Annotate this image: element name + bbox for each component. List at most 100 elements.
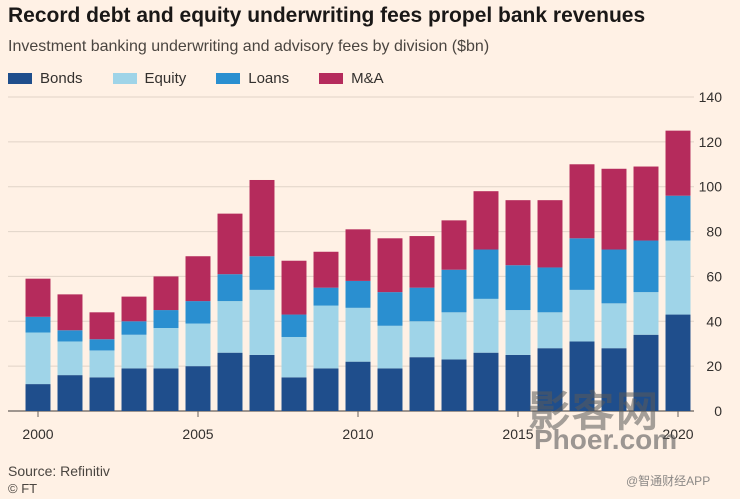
- bar-bonds-2001: [57, 375, 83, 411]
- bar-ma-2000: [25, 278, 51, 317]
- bar-ma-2017: [569, 164, 595, 239]
- bar-loans-2007: [249, 256, 275, 290]
- bar-ma-2007: [249, 179, 275, 257]
- watermark-logo: 影客网: [528, 388, 661, 435]
- bar-bonds-2011: [377, 368, 403, 411]
- x-tick-label-2005: 2005: [182, 426, 213, 442]
- bar-loans-2011: [377, 292, 403, 326]
- bar-equity-2013: [441, 312, 467, 360]
- bar-bonds-2004: [153, 368, 179, 411]
- bar-bonds-2009: [313, 368, 339, 411]
- bar-ma-2020: [665, 130, 691, 196]
- bar-bonds-2020: [665, 314, 691, 411]
- bar-ma-2015: [505, 200, 531, 266]
- legend-item-equity: Equity: [112, 70, 186, 87]
- bar-equity-2009: [313, 305, 339, 369]
- bar-loans-2012: [409, 287, 435, 322]
- watermark-app: @智通财经APP: [626, 474, 711, 488]
- y-tick-label-120: 120: [699, 134, 723, 150]
- y-tick-label-100: 100: [699, 179, 723, 195]
- bar-ma-2001: [57, 294, 83, 331]
- bar-bonds-2014: [473, 352, 499, 411]
- bar-bonds-2016: [537, 348, 563, 411]
- bar-equity-2008: [281, 336, 307, 378]
- x-tick-label-2000: 2000: [22, 426, 53, 442]
- bar-loans-2009: [313, 287, 339, 306]
- y-tick-label-0: 0: [714, 403, 722, 419]
- bar-equity-2016: [537, 312, 563, 349]
- bar-equity-2007: [249, 289, 275, 355]
- bar-bonds-2010: [345, 361, 371, 411]
- bar-bonds-2015: [505, 354, 531, 411]
- bar-equity-2015: [505, 310, 531, 355]
- bar-loans-2020: [665, 195, 691, 241]
- bar-equity-2004: [153, 328, 179, 369]
- chart-subtitle: Investment banking underwriting and advi…: [8, 38, 490, 55]
- bar-ma-2016: [537, 200, 563, 268]
- bar-bonds-2005: [185, 366, 211, 411]
- bar-bonds-2018: [601, 348, 627, 411]
- bar-ma-2010: [345, 229, 371, 281]
- bar-ma-2004: [153, 276, 179, 311]
- bar-loans-2016: [537, 267, 563, 313]
- bar-equity-2017: [569, 289, 595, 342]
- bar-bonds-2000: [25, 384, 51, 411]
- bar-loans-2002: [89, 339, 115, 351]
- bar-ma-2002: [89, 312, 115, 340]
- legend-swatch-equity: [112, 73, 137, 84]
- bar-loans-2010: [345, 280, 371, 308]
- bar-equity-2011: [377, 325, 403, 369]
- bar-loans-2017: [569, 238, 595, 290]
- y-tick-label-60: 60: [706, 268, 722, 284]
- legend-item-bonds: Bonds: [8, 70, 83, 87]
- bar-ma-2008: [281, 260, 307, 315]
- bar-equity-2019: [633, 292, 659, 335]
- y-tick-label-40: 40: [706, 313, 722, 329]
- bar-loans-2015: [505, 265, 531, 311]
- legend-swatch-bonds: [8, 73, 32, 84]
- bar-loans-2003: [121, 321, 147, 335]
- bar-loans-2006: [217, 274, 243, 302]
- legend-item-loans: Loans: [216, 70, 289, 87]
- legend-item-ma: M&A: [319, 70, 384, 87]
- bar-ma-2012: [409, 236, 435, 288]
- bar-ma-2009: [313, 251, 339, 288]
- bar-loans-2013: [441, 269, 467, 313]
- y-tick-label-20: 20: [706, 358, 722, 374]
- legend-label-loans: Loans: [248, 70, 290, 87]
- bar-ma-2005: [185, 256, 211, 302]
- bar-bonds-2006: [217, 352, 243, 411]
- bar-ma-2006: [217, 213, 243, 275]
- bar-bonds-2008: [281, 377, 307, 411]
- legend-label-bonds: Bonds: [40, 70, 83, 87]
- legend-swatch-loans: [216, 73, 241, 84]
- legend-label-ma: M&A: [351, 70, 384, 87]
- y-tick-label-140: 140: [699, 89, 723, 105]
- bar-bonds-2003: [121, 368, 147, 411]
- bar-equity-2020: [665, 240, 691, 315]
- bar-loans-2000: [25, 316, 51, 333]
- bar-equity-2010: [345, 307, 371, 362]
- x-tick-label-2015: 2015: [502, 426, 533, 442]
- bar-bonds-2013: [441, 359, 467, 411]
- bar-loans-2001: [57, 330, 83, 342]
- legend-swatch-ma: [319, 73, 344, 84]
- bar-ma-2011: [377, 238, 403, 293]
- bar-loans-2008: [281, 314, 307, 337]
- bar-equity-2014: [473, 298, 499, 353]
- bar-equity-2012: [409, 321, 435, 358]
- bar-bonds-2017: [569, 341, 595, 411]
- y-tick-label-80: 80: [706, 224, 722, 240]
- chart-legend: Bonds Equity Loans M&A: [8, 70, 384, 87]
- bar-equity-2002: [89, 350, 115, 378]
- bar-ma-2003: [121, 296, 147, 322]
- bar-loans-2019: [633, 240, 659, 293]
- bar-loans-2004: [153, 310, 179, 329]
- bar-ma-2014: [473, 191, 499, 250]
- x-tick-label-2020: 2020: [662, 426, 693, 442]
- bar-ma-2018: [601, 168, 627, 250]
- bar-loans-2005: [185, 301, 211, 324]
- bar-bonds-2007: [249, 354, 275, 411]
- chart-title: Record debt and equity underwriting fees…: [8, 4, 646, 27]
